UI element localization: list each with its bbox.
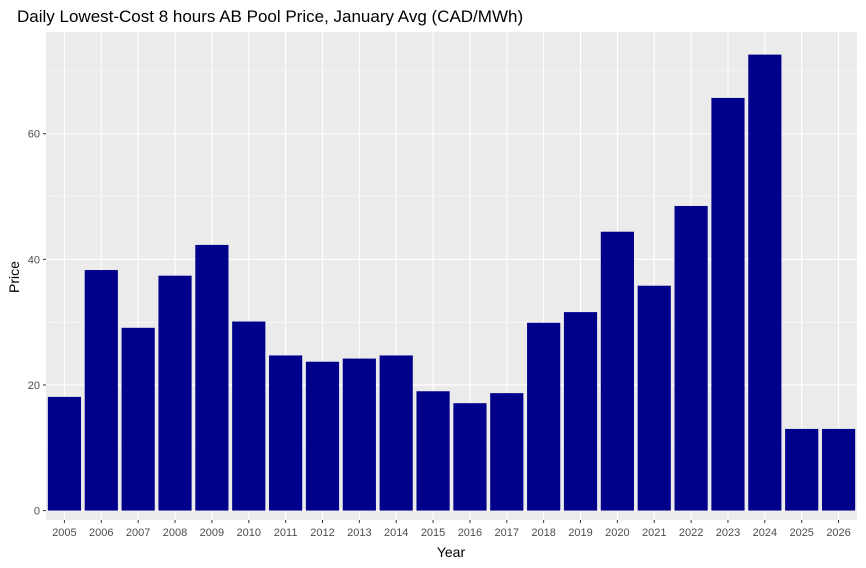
x-tick-label: 2017	[495, 527, 519, 539]
bar-2010	[232, 321, 266, 511]
y-tick-label: 40	[28, 254, 40, 266]
x-tick-label: 2011	[274, 527, 298, 539]
x-tick-label: 2022	[679, 527, 703, 539]
bar-2021	[637, 285, 671, 511]
bar-2018	[527, 322, 561, 511]
bar-2019	[563, 312, 598, 511]
x-tick-label: 2021	[642, 527, 666, 539]
x-tick-label: 2023	[716, 527, 740, 539]
x-tick-label: 2010	[237, 527, 261, 539]
x-axis: 2005 2006 2007 2008 2009 2010 2011 2012 2013 2014…	[52, 520, 851, 539]
bar-2015	[416, 391, 450, 511]
bar-2009	[195, 244, 229, 511]
bar-2025	[785, 428, 819, 511]
bar-2014	[379, 355, 413, 511]
bar-2020	[600, 231, 634, 511]
x-tick-label: 2015	[421, 527, 445, 539]
bar-2011	[269, 355, 303, 511]
x-tick-label: 2005	[52, 527, 76, 539]
bar-2006	[84, 270, 118, 511]
y-axis-title: Price	[6, 261, 22, 293]
bar-2008	[158, 275, 192, 511]
bar-2013	[342, 358, 376, 511]
x-axis-title: Year	[437, 544, 466, 560]
bars	[47, 54, 856, 511]
x-tick-label: 2020	[605, 527, 629, 539]
y-tick-label: 20	[28, 380, 40, 392]
bar-2023	[711, 97, 745, 511]
x-tick-label: 2013	[347, 527, 371, 539]
x-tick-label: 2012	[310, 527, 334, 539]
x-tick-label: 2016	[458, 527, 482, 539]
bar-2005	[47, 396, 82, 511]
x-tick-label: 2007	[126, 527, 150, 539]
x-tick-label: 2026	[826, 527, 850, 539]
x-tick-label: 2025	[789, 527, 813, 539]
x-tick-label: 2018	[531, 527, 555, 539]
x-tick-label: 2008	[163, 527, 187, 539]
bar-2012	[305, 361, 340, 511]
x-tick-label: 2006	[89, 527, 113, 539]
x-tick-label: 2009	[200, 527, 224, 539]
chart-title: Daily Lowest-Cost 8 hours AB Pool Price,…	[17, 7, 523, 26]
bar-2026	[821, 428, 856, 511]
y-tick-label: 60	[28, 129, 40, 141]
y-axis: 0 20 40 60	[28, 129, 46, 518]
bar-2017	[490, 393, 524, 511]
x-tick-label: 2024	[753, 527, 777, 539]
x-tick-label: 2019	[568, 527, 592, 539]
x-tick-label: 2014	[384, 527, 408, 539]
bar-2024	[748, 54, 782, 511]
bar-2016	[453, 403, 487, 511]
bar-2022	[674, 205, 708, 511]
y-tick-label: 0	[34, 506, 40, 518]
bar-2007	[121, 327, 155, 511]
